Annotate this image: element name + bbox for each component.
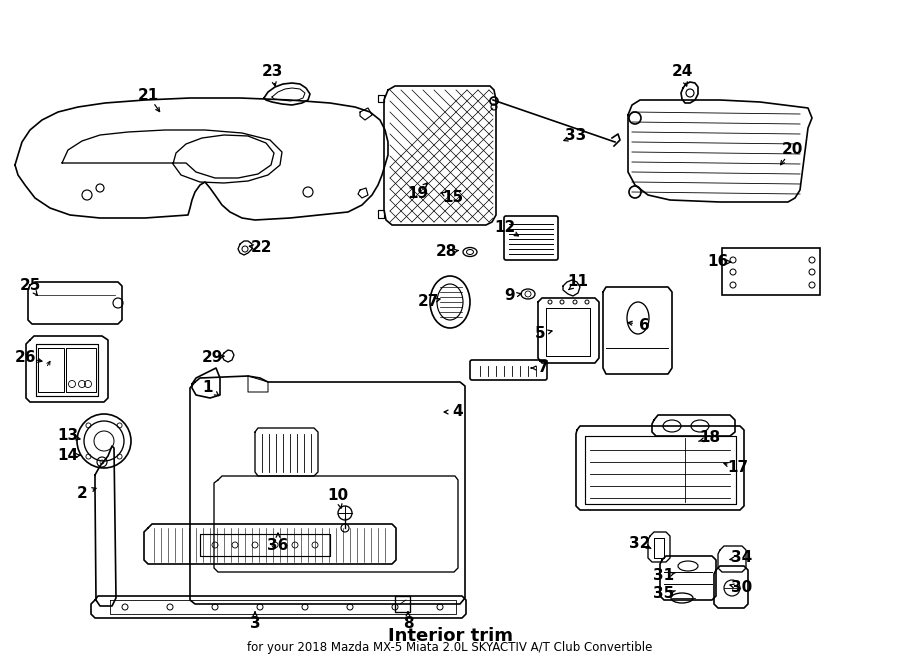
Text: 9: 9 [505,288,516,303]
Text: 12: 12 [494,221,516,235]
Text: 26: 26 [15,350,37,366]
FancyBboxPatch shape [504,216,558,260]
Text: 35: 35 [653,586,675,602]
Text: 17: 17 [727,461,749,475]
Bar [722,248,820,295]
Text: 6: 6 [639,317,650,332]
Text: 14: 14 [58,449,78,463]
Text: 18: 18 [699,430,721,446]
FancyBboxPatch shape [470,360,547,380]
Text: 3: 3 [249,617,260,631]
Text: 27: 27 [418,295,438,309]
Text: 29: 29 [202,350,222,366]
Text: 2: 2 [76,485,87,500]
Text: 13: 13 [58,428,78,444]
Text: 25: 25 [19,278,40,293]
Text: 31: 31 [653,568,675,584]
Text: 7: 7 [537,360,548,375]
Text: Interior trim: Interior trim [388,627,512,645]
Text: 28: 28 [436,245,456,260]
Text: 1: 1 [202,381,213,395]
Text: 10: 10 [328,488,348,504]
Text: 34: 34 [732,551,752,566]
Text: 11: 11 [568,274,589,290]
Text: 20: 20 [781,143,803,157]
Text: 16: 16 [707,254,729,270]
Text: 23: 23 [261,65,283,79]
Text: 30: 30 [732,580,752,596]
Text: 19: 19 [408,186,428,200]
Text: for your 2018 Mazda MX-5 Miata 2.0L SKYACTIV A/T Club Convertible: for your 2018 Mazda MX-5 Miata 2.0L SKYA… [248,641,652,654]
Text: 4: 4 [453,405,464,420]
Text: 15: 15 [443,190,464,206]
Text: 5: 5 [535,327,545,342]
Text: 33: 33 [565,128,587,143]
Text: 32: 32 [629,535,651,551]
Text: 24: 24 [671,65,693,79]
Text: 22: 22 [251,241,273,256]
Text: 36: 36 [267,539,289,553]
Text: 8: 8 [402,617,413,631]
Text: 21: 21 [138,87,158,102]
